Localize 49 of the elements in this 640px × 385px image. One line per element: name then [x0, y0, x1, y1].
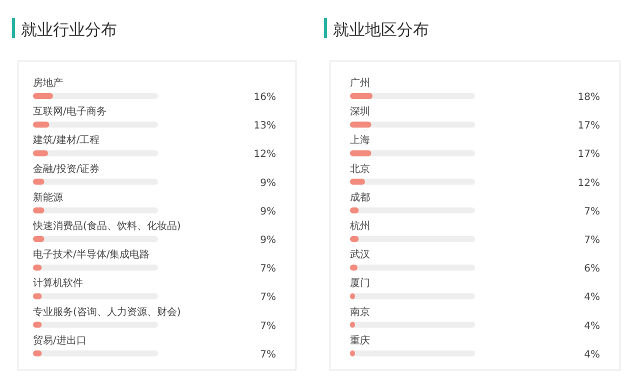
bar	[33, 93, 53, 99]
bar	[33, 150, 48, 156]
y-tick-label: 新能源	[33, 191, 63, 204]
data-label: 16%	[254, 92, 276, 103]
y-tick-label: 杭州	[349, 220, 370, 232]
y-tick-label: 重庆	[350, 334, 370, 346]
y-tick-label: 建筑/建材/工程	[32, 134, 100, 146]
data-label: 7%	[260, 264, 276, 275]
data-label: 7%	[260, 349, 276, 360]
data-label: 4%	[584, 320, 600, 332]
data-label: 17%	[578, 149, 600, 160]
y-tick-label: 贸易/进出口	[33, 334, 86, 346]
y-tick-label: 广州	[350, 77, 370, 89]
y-tick-label: 成都	[350, 191, 370, 204]
bar	[350, 178, 365, 185]
y-tick-label: 金融/投资/证券	[33, 162, 100, 175]
data-label: 7%	[584, 206, 600, 218]
data-label: 12%	[254, 149, 276, 160]
data-label: 9%	[260, 178, 276, 189]
data-label: 7%	[584, 235, 600, 246]
data-label: 9%	[260, 206, 276, 218]
bar	[350, 93, 372, 99]
data-label: 13%	[254, 120, 276, 132]
data-label: 7%	[260, 320, 276, 332]
data-label: 7%	[260, 292, 276, 304]
data-label: 12%	[578, 178, 600, 189]
y-tick-label: 电子技术/半导体/集成电路	[33, 248, 150, 261]
data-label: 6%	[584, 264, 600, 275]
data-label: 4%	[584, 292, 600, 304]
data-label: 18%	[578, 92, 600, 103]
data-label: 4%	[584, 349, 600, 360]
y-tick-label: 上海	[350, 134, 370, 146]
chart-title: 就业地区分布	[333, 20, 429, 39]
y-tick-label: 专业服务(咨询、人力资源、财会)	[33, 306, 181, 318]
bar	[33, 122, 50, 128]
y-tick-label: 房地产	[33, 77, 63, 89]
bar	[350, 150, 372, 156]
y-tick-label: 快速消费品(食品、饮料、化妆品)	[32, 220, 181, 232]
bar	[350, 122, 372, 128]
y-tick-label: 南京	[350, 306, 370, 318]
y-tick-label: 厦门	[350, 277, 370, 290]
y-tick-label: 互联网/电子商务	[33, 106, 106, 118]
y-tick-label: 北京	[350, 162, 370, 175]
chart-title: 就业行业分布	[21, 20, 117, 39]
data-label: 17%	[578, 120, 600, 132]
y-tick-label: 计算机软件	[33, 277, 83, 290]
data-label: 9%	[260, 235, 276, 246]
y-tick-label: 深圳	[350, 106, 370, 118]
y-tick-label: 武汉	[350, 248, 370, 261]
